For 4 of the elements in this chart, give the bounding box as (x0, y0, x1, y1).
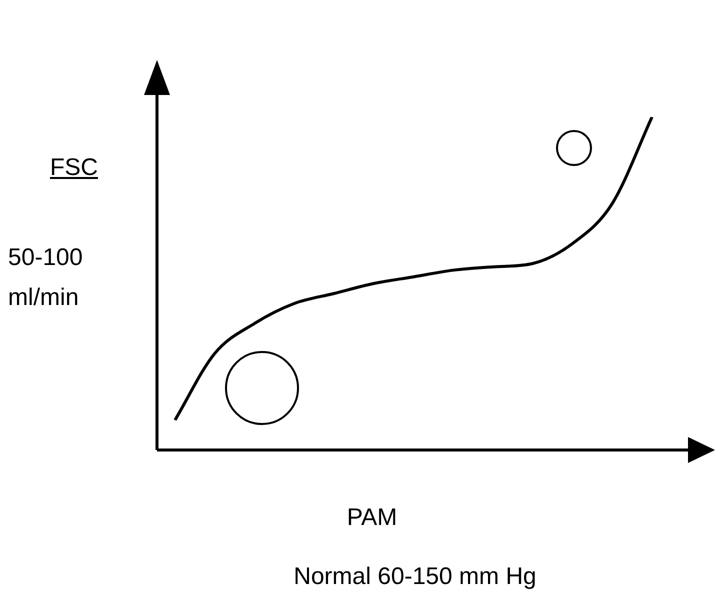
x-axis-title: PAM (346, 503, 398, 533)
y-axis-title: FSC (50, 153, 98, 183)
text: Normal 60-150 mm Hg (292, 562, 538, 592)
text: 50-100 ml/min (8, 243, 84, 313)
